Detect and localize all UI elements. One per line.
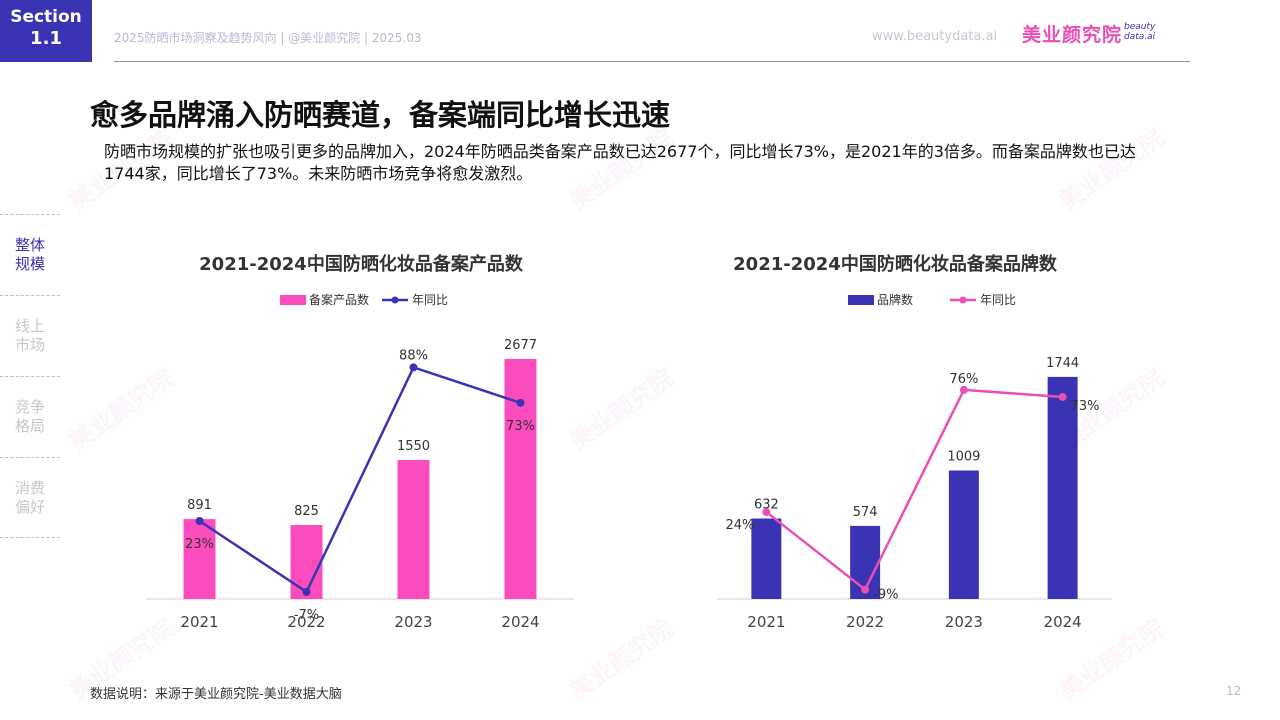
brand-sub-top: beauty bbox=[1124, 22, 1156, 32]
yoy-point bbox=[959, 385, 968, 394]
bar-value-label: 1550 bbox=[397, 439, 430, 454]
nav-item-overall[interactable]: 整体规模 bbox=[0, 214, 60, 295]
bar bbox=[183, 519, 216, 599]
x-tick-label: 2022 bbox=[287, 613, 325, 631]
x-tick-label: 2023 bbox=[945, 613, 983, 631]
bar bbox=[1047, 376, 1078, 599]
nav-item-competition[interactable]: 竞争格局 bbox=[0, 376, 60, 457]
brand-sub-bottom: data.ai bbox=[1124, 32, 1156, 42]
yoy-value-label: -7% bbox=[294, 608, 319, 623]
section-badge: Section 1.1 bbox=[0, 0, 92, 62]
x-tick-label: 2021 bbox=[180, 613, 218, 631]
nav-item-label: 竞争格局 bbox=[14, 398, 45, 435]
bar-value-label: 632 bbox=[754, 498, 779, 513]
chart-title: 2021-2024中国防晒化妆品备案产品数 bbox=[199, 253, 524, 275]
bar bbox=[397, 460, 430, 599]
yoy-value-label: 76% bbox=[949, 372, 978, 387]
bar-value-label: 891 bbox=[187, 498, 212, 513]
bar bbox=[504, 358, 537, 599]
legend-bar-swatch bbox=[848, 295, 874, 305]
x-tick-label: 2024 bbox=[501, 613, 539, 631]
x-tick-label: 2021 bbox=[747, 613, 785, 631]
bar bbox=[948, 470, 979, 599]
x-tick-label: 2022 bbox=[846, 613, 884, 631]
bar-value-label: 825 bbox=[294, 504, 319, 519]
yoy-value-label: -9% bbox=[873, 588, 898, 603]
yoy-point bbox=[762, 508, 771, 517]
report-meta: 2025防晒市场洞察及趋势风向 | @美业颜究院 | 2025.03 bbox=[114, 31, 422, 45]
x-tick-label: 2023 bbox=[394, 613, 432, 631]
legend-line-marker bbox=[959, 296, 967, 304]
website-url: www.beautydata.ai bbox=[872, 29, 998, 44]
nav-item-consumer[interactable]: 消费偏好 bbox=[0, 457, 60, 538]
yoy-value-label: 73% bbox=[1071, 399, 1100, 414]
legend-line-label: 年同比 bbox=[980, 293, 1016, 307]
yoy-point bbox=[516, 398, 525, 407]
yoy-value-label: 24% bbox=[725, 518, 754, 533]
side-nav: 整体规模 线上市场 竞争格局 消费偏好 bbox=[0, 214, 60, 538]
page-description: 防晒市场规模的扩张也吸引更多的品牌加入，2024年防晒品类备案产品数已达2677… bbox=[104, 142, 1136, 183]
bar bbox=[290, 525, 323, 599]
nav-item-online[interactable]: 线上市场 bbox=[0, 295, 60, 376]
yoy-point bbox=[861, 585, 870, 594]
legend-line-marker bbox=[391, 296, 399, 304]
nav-item-label: 整体规模 bbox=[14, 236, 45, 273]
bar-value-label: 2677 bbox=[504, 338, 537, 353]
section-label: Section bbox=[10, 7, 82, 27]
yoy-line bbox=[765, 388, 1063, 592]
header-divider bbox=[114, 61, 1190, 62]
brand-logo: 美业颜究院 bbox=[1022, 24, 1123, 46]
yoy-value-label: 23% bbox=[185, 537, 214, 552]
product-count-chart: 2021-2024中国防晒化妆品备案产品数备案产品数 年同比 891 2021 825 2… bbox=[140, 240, 600, 640]
bar-value-label: 1744 bbox=[1046, 356, 1079, 371]
section-number: 1.1 bbox=[30, 28, 62, 49]
page-title: 愈多品牌涌入防晒赛道，备案端同比增长迅速 bbox=[90, 98, 671, 132]
legend-bar-swatch bbox=[280, 295, 306, 305]
yoy-point bbox=[1058, 392, 1067, 401]
yoy-value-label: 88% bbox=[399, 348, 428, 363]
yoy-point bbox=[195, 517, 204, 525]
page-number: 12 bbox=[1226, 684, 1242, 698]
bar bbox=[751, 518, 782, 599]
yoy-value-label: 73% bbox=[506, 419, 535, 434]
data-source-note: 数据说明：来源于美业颜究院-美业数据大脑 bbox=[90, 687, 342, 702]
yoy-point bbox=[302, 587, 311, 596]
chart-title: 2021-2024中国防晒化妆品备案品牌数 bbox=[733, 253, 1058, 275]
legend-line-label: 年同比 bbox=[412, 293, 448, 307]
bar-value-label: 574 bbox=[853, 505, 878, 520]
x-tick-label: 2024 bbox=[1044, 613, 1082, 631]
legend-bar-label: 品牌数 bbox=[877, 292, 913, 307]
nav-item-label: 消费偏好 bbox=[14, 478, 45, 516]
brand-logo-sub: beauty data.ai bbox=[1124, 22, 1155, 42]
bar-value-label: 1009 bbox=[947, 449, 980, 464]
yoy-point bbox=[409, 363, 418, 372]
legend-bar-label: 备案产品数 bbox=[309, 292, 369, 307]
yoy-line bbox=[198, 365, 521, 594]
brand-count-chart: 2021-2024中国防晒化妆品备案品牌数品牌数 年同比 632 2021 574 202… bbox=[705, 240, 1125, 640]
nav-item-label: 线上市场 bbox=[14, 317, 45, 354]
